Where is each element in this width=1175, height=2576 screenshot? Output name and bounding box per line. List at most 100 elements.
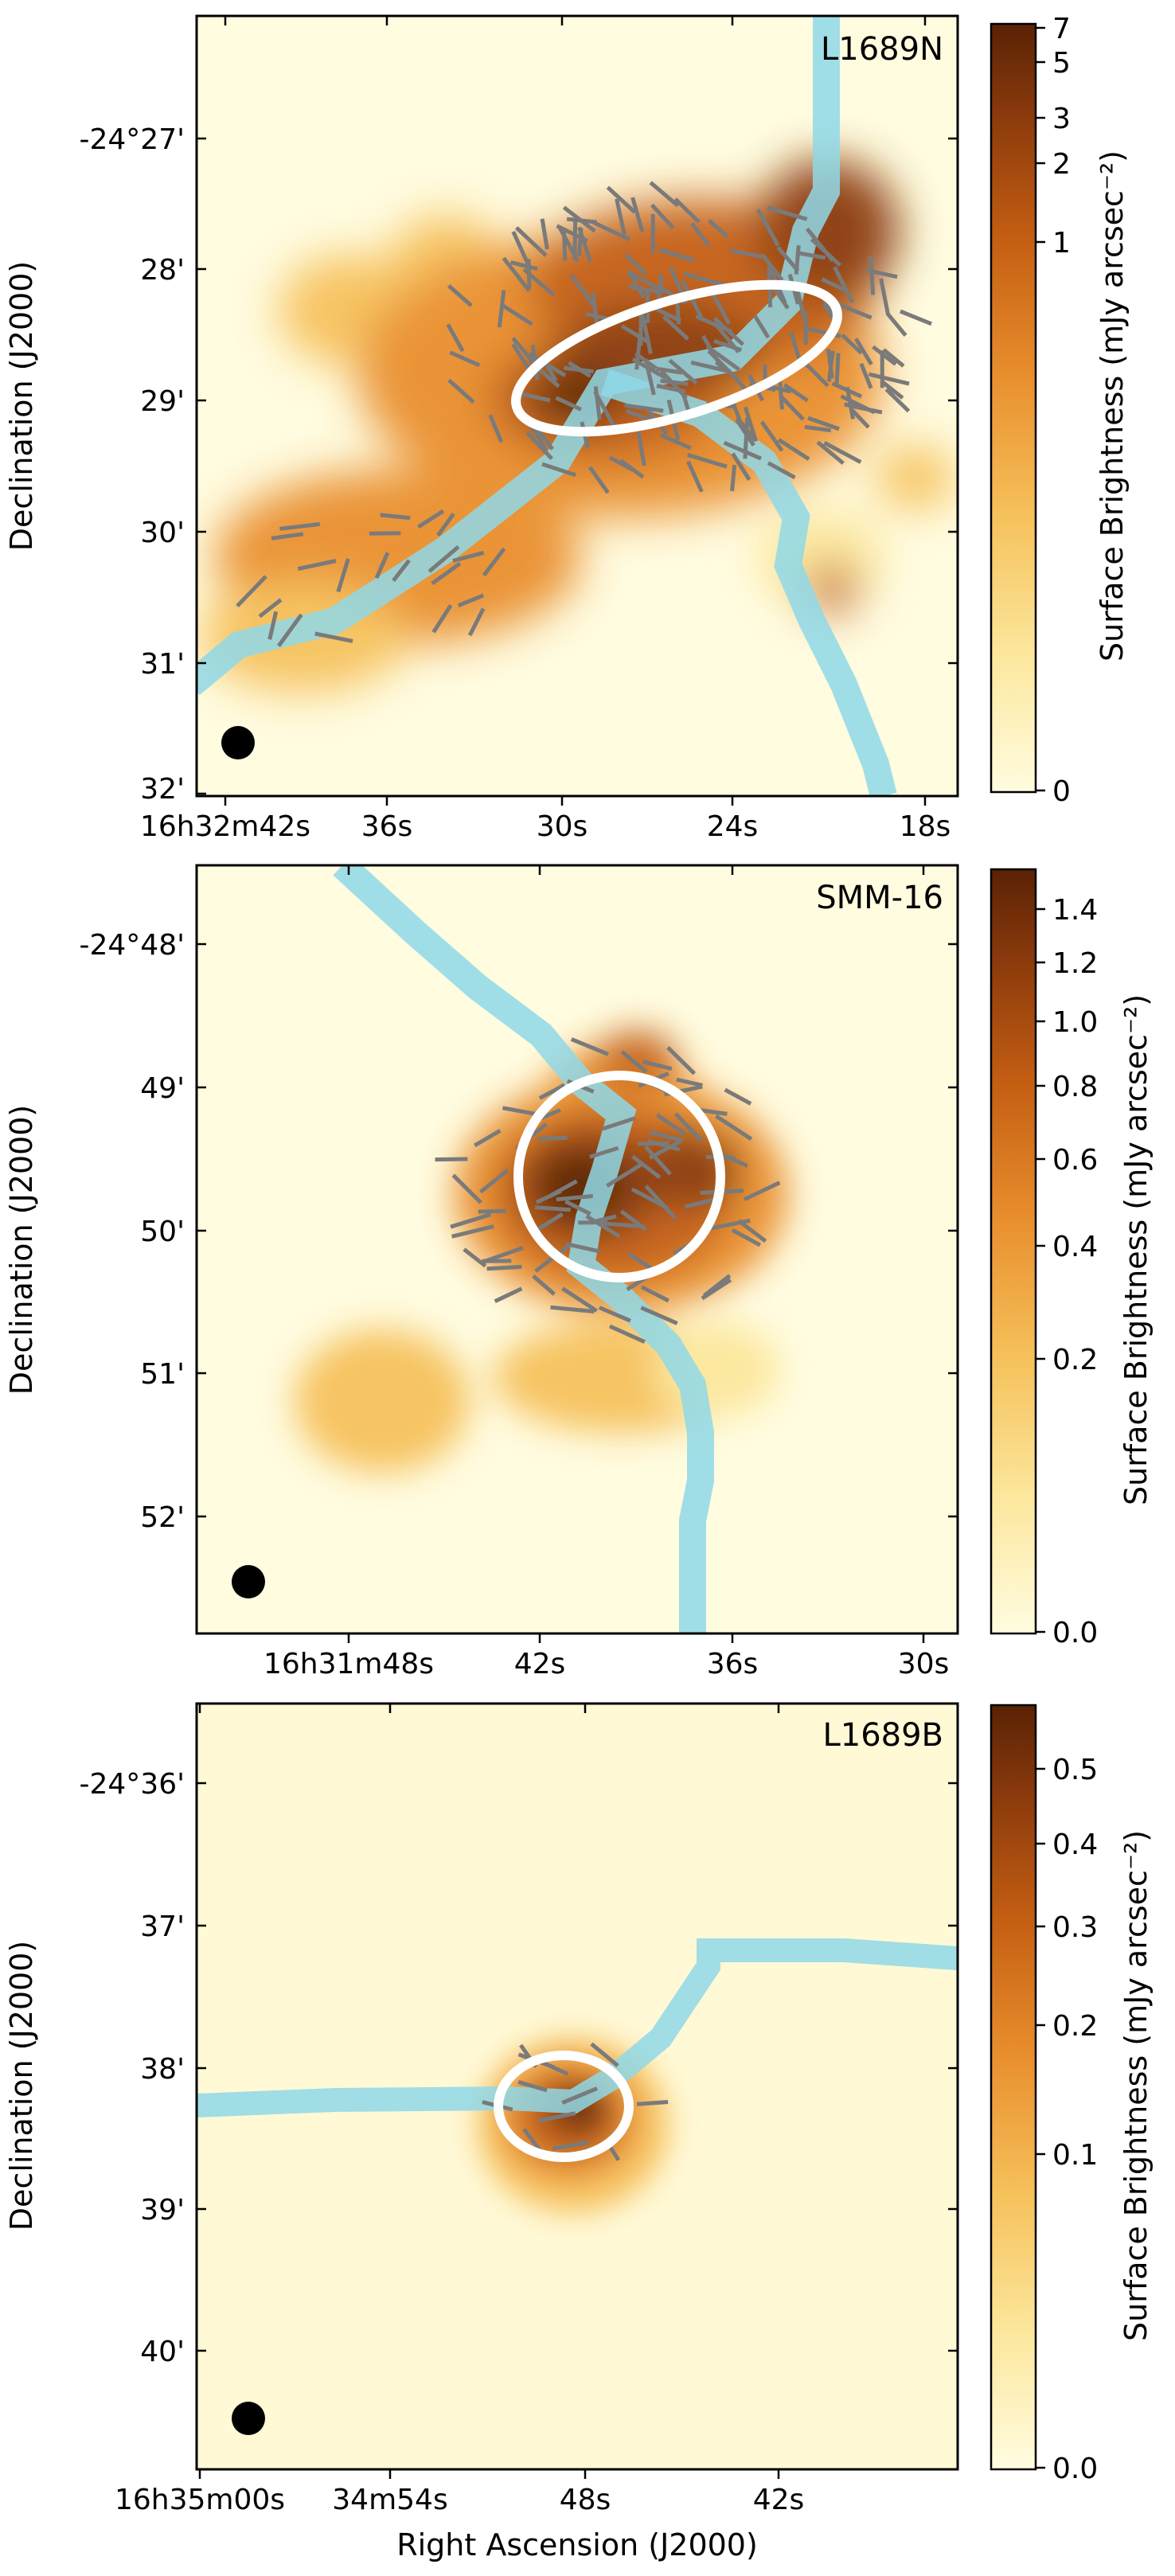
colorbar-tick-label: 0.1 <box>1052 2139 1098 2172</box>
filament-skeleton <box>197 16 897 796</box>
polarization-vector <box>731 452 751 482</box>
polarization-vector <box>606 185 636 214</box>
polarization-vector <box>608 455 634 472</box>
polarization-vector <box>509 260 538 271</box>
polarization-vector <box>562 232 568 261</box>
polarization-vector <box>807 416 840 431</box>
polarization-vector <box>446 323 465 353</box>
polarization-vector <box>556 1194 594 1202</box>
x-tick-label: 36s <box>707 1648 759 1680</box>
polarization-vectors <box>435 1037 781 1344</box>
polarization-vector <box>743 1181 781 1202</box>
map-frame <box>195 864 959 1635</box>
x-tick-label: 18s <box>900 810 951 843</box>
polarization-vector <box>502 256 531 292</box>
polarization-vector <box>602 1116 636 1131</box>
polarization-vector <box>640 314 653 354</box>
polarization-vector <box>879 278 890 315</box>
polarization-vector <box>624 253 648 276</box>
y-axis-label: Declination (J2000) <box>4 1941 39 2231</box>
polarization-vector <box>707 218 729 239</box>
polarization-vector <box>561 2086 599 2105</box>
polarization-vector <box>271 532 304 541</box>
y-tick-label: -24°27' <box>79 123 185 156</box>
polarization-vector <box>649 181 680 208</box>
polarization-vector <box>690 360 728 373</box>
filament-skeleton <box>333 865 714 1633</box>
filament-skeleton <box>197 1938 958 2117</box>
polarization-vector <box>859 362 873 389</box>
x-axis-label: Right Ascension (J2000) <box>396 2527 758 2562</box>
polarization-vector <box>780 396 805 421</box>
polarization-vector <box>605 1162 643 1188</box>
polarization-vector <box>810 237 842 267</box>
polarization-vector <box>474 1129 502 1148</box>
polarization-vector <box>577 226 593 263</box>
colorbar-tick-label: 3 <box>1052 103 1071 135</box>
emission-map <box>197 1938 958 2213</box>
polarization-vector <box>743 406 758 443</box>
polarization-vector <box>624 403 664 413</box>
colorbar-label: Surface Brightness (mJy arcsec⁻²) <box>1095 150 1130 662</box>
polarization-vector <box>849 408 870 429</box>
polarization-vector <box>794 288 808 323</box>
polarization-vector <box>804 362 830 388</box>
polarization-vector <box>447 378 475 404</box>
colorbar-ticks <box>1036 1767 1045 2469</box>
polarization-vector <box>690 222 711 248</box>
polarization-vector <box>662 314 689 341</box>
polarization-vector <box>872 345 897 366</box>
y-ticks <box>197 137 958 795</box>
polarization-vector <box>478 1208 506 1214</box>
x-ticks <box>347 865 925 1643</box>
polarization-vector <box>534 1205 571 1212</box>
polarization-vector <box>676 1077 703 1087</box>
polarization-vector <box>532 1274 556 1296</box>
polarization-vector <box>555 396 583 412</box>
polarization-vector <box>630 1187 669 1211</box>
polarization-vector <box>687 452 728 469</box>
polarization-vector <box>511 230 533 271</box>
polarization-vector <box>374 552 390 580</box>
polarization-vector <box>659 369 689 400</box>
y-tick-label: 28' <box>140 254 185 287</box>
polarization-vector <box>776 245 800 272</box>
colorbar-tick-label: 0.6 <box>1052 1144 1098 1177</box>
polarization-vector <box>482 547 506 577</box>
polarization-vector <box>486 1264 522 1271</box>
polarization-vector <box>673 1112 703 1142</box>
polarization-vector <box>771 285 790 310</box>
polarization-vector <box>648 1130 684 1143</box>
beam-circle <box>232 2402 265 2435</box>
polarization-vector <box>658 248 696 263</box>
polarization-vector <box>767 205 808 221</box>
polarization-vector <box>626 270 646 299</box>
polarization-vector <box>656 366 683 375</box>
x-tick-label: 30s <box>898 1648 950 1680</box>
polarization-vector <box>550 1305 595 1313</box>
x-tick-labels: 16h31m48s 42s 36s 30s <box>263 1648 949 1680</box>
polarization-vector <box>457 593 485 608</box>
polarization-vector <box>668 358 698 385</box>
colorbar-tick-label: 2 <box>1052 148 1071 181</box>
polarization-vector <box>715 1114 753 1142</box>
polarization-vector <box>884 388 911 413</box>
colorbar-tick-label: 0.5 <box>1052 1754 1098 1786</box>
polarization-vector <box>369 531 401 536</box>
polarization-vector <box>593 390 616 427</box>
source-label: L1689B <box>822 1717 943 1754</box>
polarization-vector <box>604 1221 645 1229</box>
colorbar-tick-labels: 0 1 2 3 5 7 <box>1052 13 1071 808</box>
polarization-vector <box>451 1224 494 1239</box>
polarization-vector <box>868 256 876 295</box>
polarization-vector <box>655 1113 686 1136</box>
polarization-vector <box>522 267 556 297</box>
polarization-vector <box>636 431 646 466</box>
polarization-vector <box>686 460 704 493</box>
polarization-vector <box>760 253 784 282</box>
x-ticks <box>224 16 927 806</box>
polarization-vector <box>798 251 826 260</box>
polarization-vector <box>314 631 353 643</box>
colorbar <box>990 1704 1037 2471</box>
polarization-vector <box>279 521 321 531</box>
